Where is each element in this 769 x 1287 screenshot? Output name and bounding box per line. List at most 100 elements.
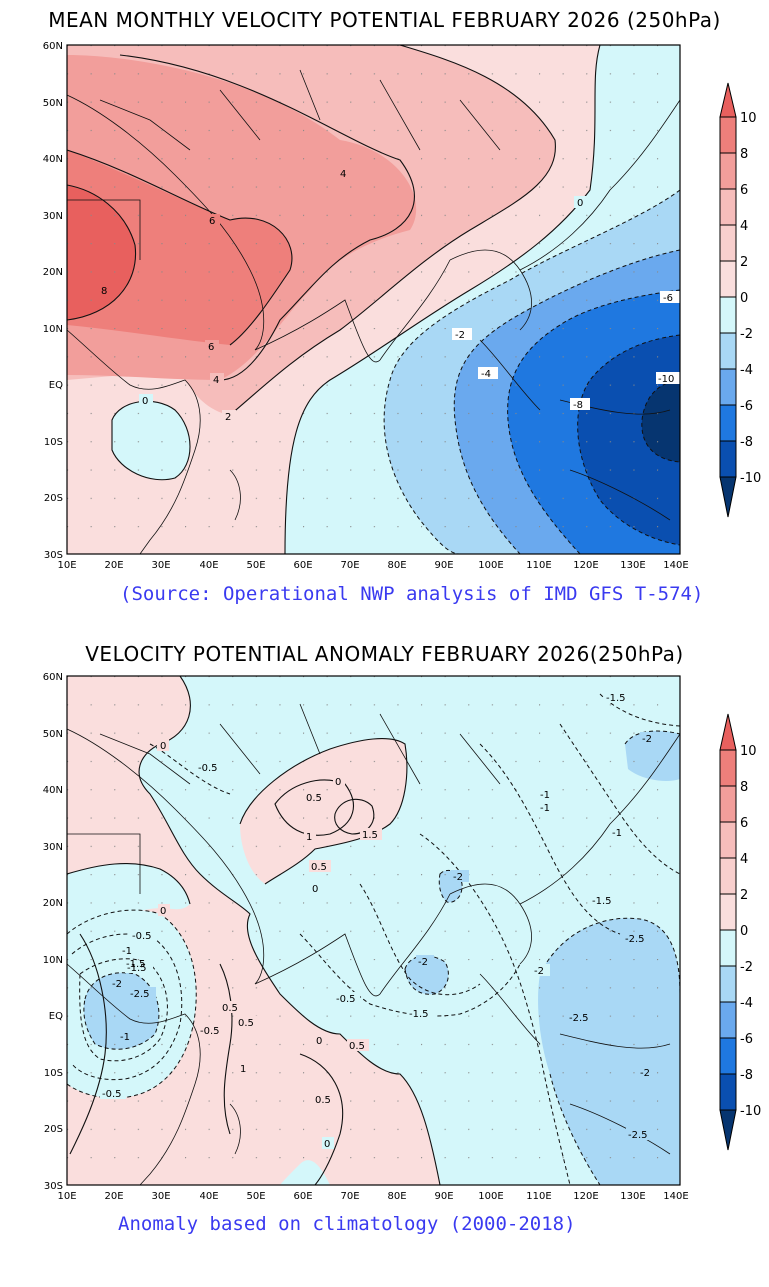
map1-lat-label: 10N bbox=[43, 324, 63, 335]
map1-lon-label: 70E bbox=[340, 560, 359, 571]
map2-clabel: 1.5 bbox=[362, 830, 378, 841]
map1-lon-label: 90E bbox=[434, 560, 453, 571]
map1-lon-axis: 10E 20E 30E 40E 50E 60E 70E 80E 90E 100E… bbox=[57, 560, 688, 571]
map2-lon-label: 110E bbox=[526, 1191, 551, 1202]
map2-clabel: -0.5 bbox=[102, 1089, 122, 1100]
map2-clabel: -1.5 bbox=[126, 959, 146, 970]
map2-lon-label: 50E bbox=[246, 1191, 265, 1202]
map1-clabel: -10 bbox=[658, 374, 674, 385]
map1-colorbar-tick: 10 bbox=[740, 111, 757, 126]
map2-clabel: 0.5 bbox=[311, 862, 327, 873]
map2-lon-label: 80E bbox=[387, 1191, 406, 1202]
map2-clabel: 0.5 bbox=[315, 1095, 331, 1106]
map2-clabel: -1.5 bbox=[592, 896, 612, 907]
map1-clabel: -8 bbox=[573, 400, 583, 411]
map2-clabel: -1 bbox=[612, 828, 622, 839]
map1-clabel: -2 bbox=[455, 330, 465, 341]
map2-lat-label: EQ bbox=[49, 1011, 63, 1022]
map2-lon-label: 20E bbox=[104, 1191, 123, 1202]
map2-lon-label: 40E bbox=[199, 1191, 218, 1202]
map2-clabel: 0 bbox=[335, 777, 341, 788]
map2-lon-label: 60E bbox=[293, 1191, 312, 1202]
map2-colorbar-tick: 6 bbox=[740, 816, 748, 831]
map2-clabel: -0.5 bbox=[132, 931, 152, 942]
map2-colorbar-tick: 4 bbox=[740, 852, 748, 867]
map1-colorbar-tick: 0 bbox=[740, 291, 748, 306]
map2-colorbar-tick: 8 bbox=[740, 780, 748, 795]
map1-colorbar-tick: 4 bbox=[740, 219, 748, 234]
map2-lat-label: 50N bbox=[43, 729, 63, 740]
map1-clabel: -4 bbox=[481, 369, 491, 380]
map2-clabel: -1.5 bbox=[606, 693, 626, 704]
map1-lat-label: 20S bbox=[44, 493, 63, 504]
map1-clabel: 8 bbox=[101, 286, 107, 297]
map2-clabel: -2 bbox=[642, 734, 652, 745]
map2-colorbar-tick: -2 bbox=[740, 960, 753, 975]
map2-clabel: 0 bbox=[324, 1139, 330, 1150]
map2-lon-label: 10E bbox=[57, 1191, 76, 1202]
map1-clabel: -6 bbox=[663, 293, 673, 304]
map1-clabel: 2 bbox=[225, 412, 231, 423]
map1-lat-label: 20N bbox=[43, 267, 63, 278]
map1-colorbar-tick: -4 bbox=[740, 363, 753, 378]
map2-clabel: 0 bbox=[316, 1036, 322, 1047]
map1-lon-label: 130E bbox=[620, 560, 645, 571]
map2-colorbar-tick: -4 bbox=[740, 996, 753, 1011]
map2-clabel: 1 bbox=[240, 1064, 246, 1075]
map2-clabel: -1.5 bbox=[409, 1009, 429, 1020]
map1-lon-label: 50E bbox=[246, 560, 265, 571]
map1-lon-label: 10E bbox=[57, 560, 76, 571]
map1-colorbar: 10 8 6 4 2 0 -2 -4 -6 -8 -10 bbox=[719, 82, 761, 518]
map2-clabel: -1.5 bbox=[127, 963, 147, 974]
map2-lon-label: 140E bbox=[663, 1191, 688, 1202]
map2-lat-label: 40N bbox=[43, 785, 63, 796]
map2-frame bbox=[66, 675, 681, 1186]
map1-colorbar-tick: -6 bbox=[740, 399, 753, 414]
map1-lon-label: 120E bbox=[573, 560, 598, 571]
map2-lat-label: 30N bbox=[43, 842, 63, 853]
map2-lat-label: 10N bbox=[43, 955, 63, 966]
map2-clabel: -0.5 bbox=[336, 994, 356, 1005]
map1-lon-label: 20E bbox=[104, 560, 123, 571]
map1-colorbar-tick: 8 bbox=[740, 147, 748, 162]
map2-clabel: -2 bbox=[112, 979, 122, 990]
map2-clabel: -2.5 bbox=[130, 989, 150, 1000]
map1-clabel: 0 bbox=[577, 198, 583, 209]
map1-clabel: 6 bbox=[208, 342, 214, 353]
map2-lat-label: 20N bbox=[43, 898, 63, 909]
map2-clabel: -0.5 bbox=[200, 1026, 220, 1037]
map1-lat-axis: 60N 50N 40N 30N 20N 10N EQ 10S 20S 30S bbox=[43, 41, 63, 561]
map2-lon-label: 100E bbox=[478, 1191, 503, 1202]
map2-lat-label: 60N bbox=[43, 672, 63, 683]
map2-clabel: -2.5 bbox=[569, 1013, 589, 1024]
map2-lon-label: 30E bbox=[151, 1191, 170, 1202]
map2-clabel: -2.5 bbox=[628, 1130, 648, 1141]
map1-source: (Source: Operational NWP analysis of IMD… bbox=[120, 583, 704, 605]
map1-lat-label: 30N bbox=[43, 211, 63, 222]
map2-clabel: -2 bbox=[418, 957, 428, 968]
map1-contours-negative bbox=[383, 189, 680, 554]
map1-frame bbox=[66, 44, 681, 555]
map1-clabel: 0 bbox=[142, 396, 148, 407]
map1-lon-label: 140E bbox=[663, 560, 688, 571]
map2-clabel: 0.5 bbox=[349, 1041, 365, 1052]
map1-contour-labels: 4 6 8 6 4 2 0 0 -2 -4 -6 -8 -10 bbox=[98, 167, 680, 423]
map1-coastlines bbox=[67, 69, 680, 554]
map1-lat-label: 60N bbox=[43, 41, 63, 52]
map1-clabel: 4 bbox=[340, 169, 346, 180]
map2-clabel: -1 bbox=[122, 946, 132, 957]
map2-colorbar-tick: 2 bbox=[740, 888, 748, 903]
map2-colorbar-tick: -8 bbox=[740, 1068, 753, 1083]
map2-clabel: 0 bbox=[160, 906, 166, 917]
map2-source: Anomaly based on climatology (2000-2018) bbox=[118, 1213, 576, 1235]
map1-clabel: 6 bbox=[209, 216, 215, 227]
map2-lat-axis: 60N 50N 40N 30N 20N 10N EQ 10S 20S 30S bbox=[43, 672, 63, 1192]
map1-title: MEAN MONTHLY VELOCITY POTENTIAL FEBRUARY… bbox=[48, 8, 721, 32]
map2-clabel: -1 bbox=[540, 790, 550, 801]
map2-clabel: -1 bbox=[540, 803, 550, 814]
map2-clabel: 0.5 bbox=[306, 793, 322, 804]
map1-lat-label: 50N bbox=[43, 98, 63, 109]
map2-clabel: 1 bbox=[306, 832, 312, 843]
map2-lon-label: 70E bbox=[340, 1191, 359, 1202]
map2-contour-labels: -1.5 -2 0 -0.5 0 0.5 1 1.5 0.5 0 -1 -1 -… bbox=[100, 691, 660, 1150]
